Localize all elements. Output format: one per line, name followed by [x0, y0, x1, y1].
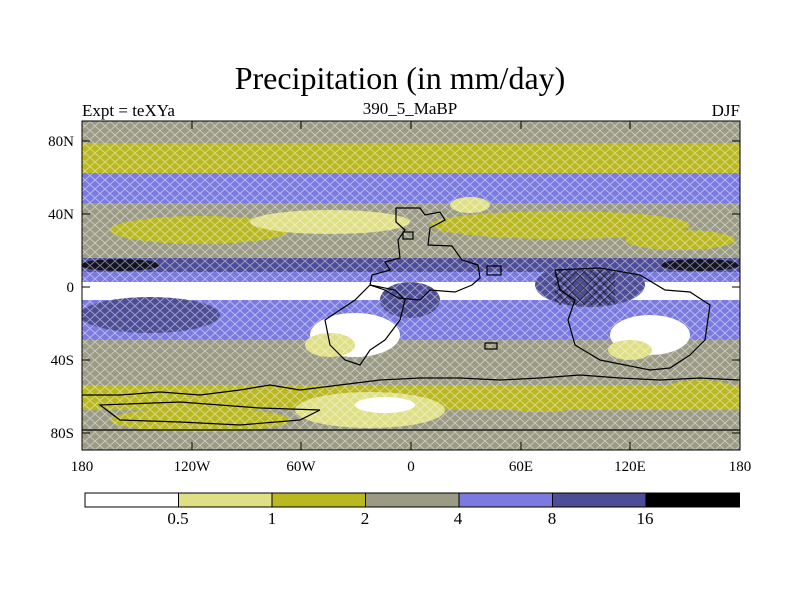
y-tick-label: 40S	[51, 353, 74, 369]
colorbar-swatch	[365, 492, 460, 508]
colorbar-swatch	[178, 492, 273, 508]
season-label: DJF	[711, 101, 740, 120]
colorbar-swatch	[552, 492, 647, 508]
y-tick-label: 80N	[48, 134, 74, 150]
colorbar-swatch	[271, 492, 366, 508]
period-label: 390_5_MaBP	[362, 99, 458, 118]
x-tick-label: 60W	[286, 459, 316, 475]
x-tick-marks	[81, 121, 741, 450]
colorbar-label: 0.5	[167, 509, 188, 528]
x-tick-label: 0	[407, 459, 415, 475]
x-tick-label: 180	[729, 459, 752, 475]
colorbar-swatch	[645, 492, 740, 508]
colorbar-swatch	[458, 492, 553, 508]
colorbar-label: 8	[548, 509, 557, 528]
colorbar-swatch	[84, 492, 179, 508]
experiment-label: Expt = teXYa	[82, 101, 175, 120]
x-tick-label: 120W	[174, 459, 212, 475]
x-tick-label: 60E	[509, 459, 533, 475]
colorbar-label: 4	[454, 509, 463, 528]
page-title: Precipitation (in mm/day)	[234, 60, 566, 96]
y-tick-label: 80S	[51, 426, 74, 442]
colorbar-label: 1	[268, 509, 277, 528]
x-tick-label: 180	[71, 459, 94, 475]
map-field	[82, 121, 740, 450]
colorbar-label: 2	[361, 509, 370, 528]
colorbar-label: 16	[637, 509, 654, 528]
y-tick-marks	[82, 140, 740, 434]
y-tick-label: 0	[67, 280, 75, 296]
y-tick-label: 40N	[48, 207, 74, 223]
colorbar	[84, 492, 740, 508]
continent-outlines	[82, 207, 740, 431]
x-tick-label: 120E	[614, 459, 646, 475]
